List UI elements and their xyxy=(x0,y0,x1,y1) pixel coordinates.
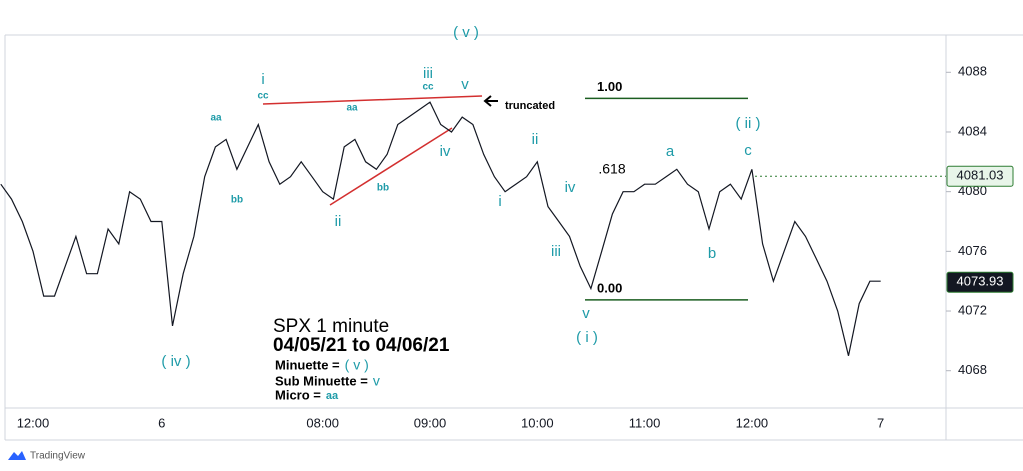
y-tick-label: 4072 xyxy=(958,302,987,317)
wave-label: cc xyxy=(257,91,269,102)
fib-label: 0.00 xyxy=(597,280,622,295)
price-tag-label: 4081.03 xyxy=(957,168,1004,183)
wave-label: bb xyxy=(231,195,243,206)
x-tick-label: 10:00 xyxy=(521,415,554,430)
wave-label: cc xyxy=(422,82,434,93)
y-tick-label: 4080 xyxy=(958,183,987,198)
wave-label: iv xyxy=(565,179,576,196)
wave-label: c xyxy=(744,142,752,159)
wave-label: i xyxy=(498,193,501,210)
x-tick-label: 12:00 xyxy=(17,415,50,430)
brand-logo xyxy=(8,451,26,460)
price-tag xyxy=(946,165,1014,187)
x-tick-label: 6 xyxy=(158,415,165,430)
note-text: Minuette = xyxy=(275,357,340,372)
wave-label: .618 xyxy=(598,161,625,177)
wave-label: aa xyxy=(346,103,358,114)
arrow xyxy=(483,95,498,107)
note-text: Micro = xyxy=(275,387,321,402)
wave-label: v xyxy=(461,76,469,93)
wave-label: i xyxy=(261,71,264,88)
wave-label: truncated xyxy=(505,100,555,112)
wave-label: ( iv ) xyxy=(161,353,190,370)
price-line xyxy=(0,101,881,356)
y-tick-label: 4068 xyxy=(958,362,987,377)
x-tick-label: 09:00 xyxy=(414,415,447,430)
x-tick-label: 12:00 xyxy=(736,415,769,430)
wave-label: ii xyxy=(532,131,539,148)
y-tick-label: 4084 xyxy=(958,123,987,138)
x-tick-label: 08:00 xyxy=(306,415,339,430)
wave-label: aa xyxy=(210,113,222,124)
x-tick-label: 11:00 xyxy=(629,415,661,430)
note-mark: v xyxy=(373,373,380,389)
trend-line xyxy=(262,95,483,105)
wave-label: iii xyxy=(423,65,433,82)
wave-label: b xyxy=(708,245,716,262)
brand: TradingView xyxy=(30,451,86,462)
wave-label: ( v ) xyxy=(453,24,479,41)
note-text: Sub Minuette = xyxy=(275,373,368,388)
note-mark: ( v ) xyxy=(345,357,369,373)
wave-label: iii xyxy=(551,243,561,260)
x-tick-label: 7 xyxy=(877,415,884,430)
trend-line xyxy=(329,127,453,206)
wave-label: ii xyxy=(335,213,342,230)
wave-label: iv xyxy=(440,143,451,160)
note-mark: aa xyxy=(326,390,339,402)
wave-label: v xyxy=(582,305,590,322)
y-tick-label: 4088 xyxy=(958,64,987,79)
price-tag xyxy=(946,271,1014,293)
wave-label: a xyxy=(666,143,675,160)
wave-label: bb xyxy=(377,183,389,194)
wave-label: ( i ) xyxy=(576,329,598,346)
fib-label: 1.00 xyxy=(597,79,622,94)
wave-label: ( ii ) xyxy=(736,115,761,132)
y-tick-label: 4076 xyxy=(958,243,987,258)
price-tag-label: 4073.93 xyxy=(957,274,1004,289)
chart-title: SPX 1 minute xyxy=(273,316,389,337)
chart-subtitle: 04/05/21 to 04/06/21 xyxy=(273,335,450,356)
